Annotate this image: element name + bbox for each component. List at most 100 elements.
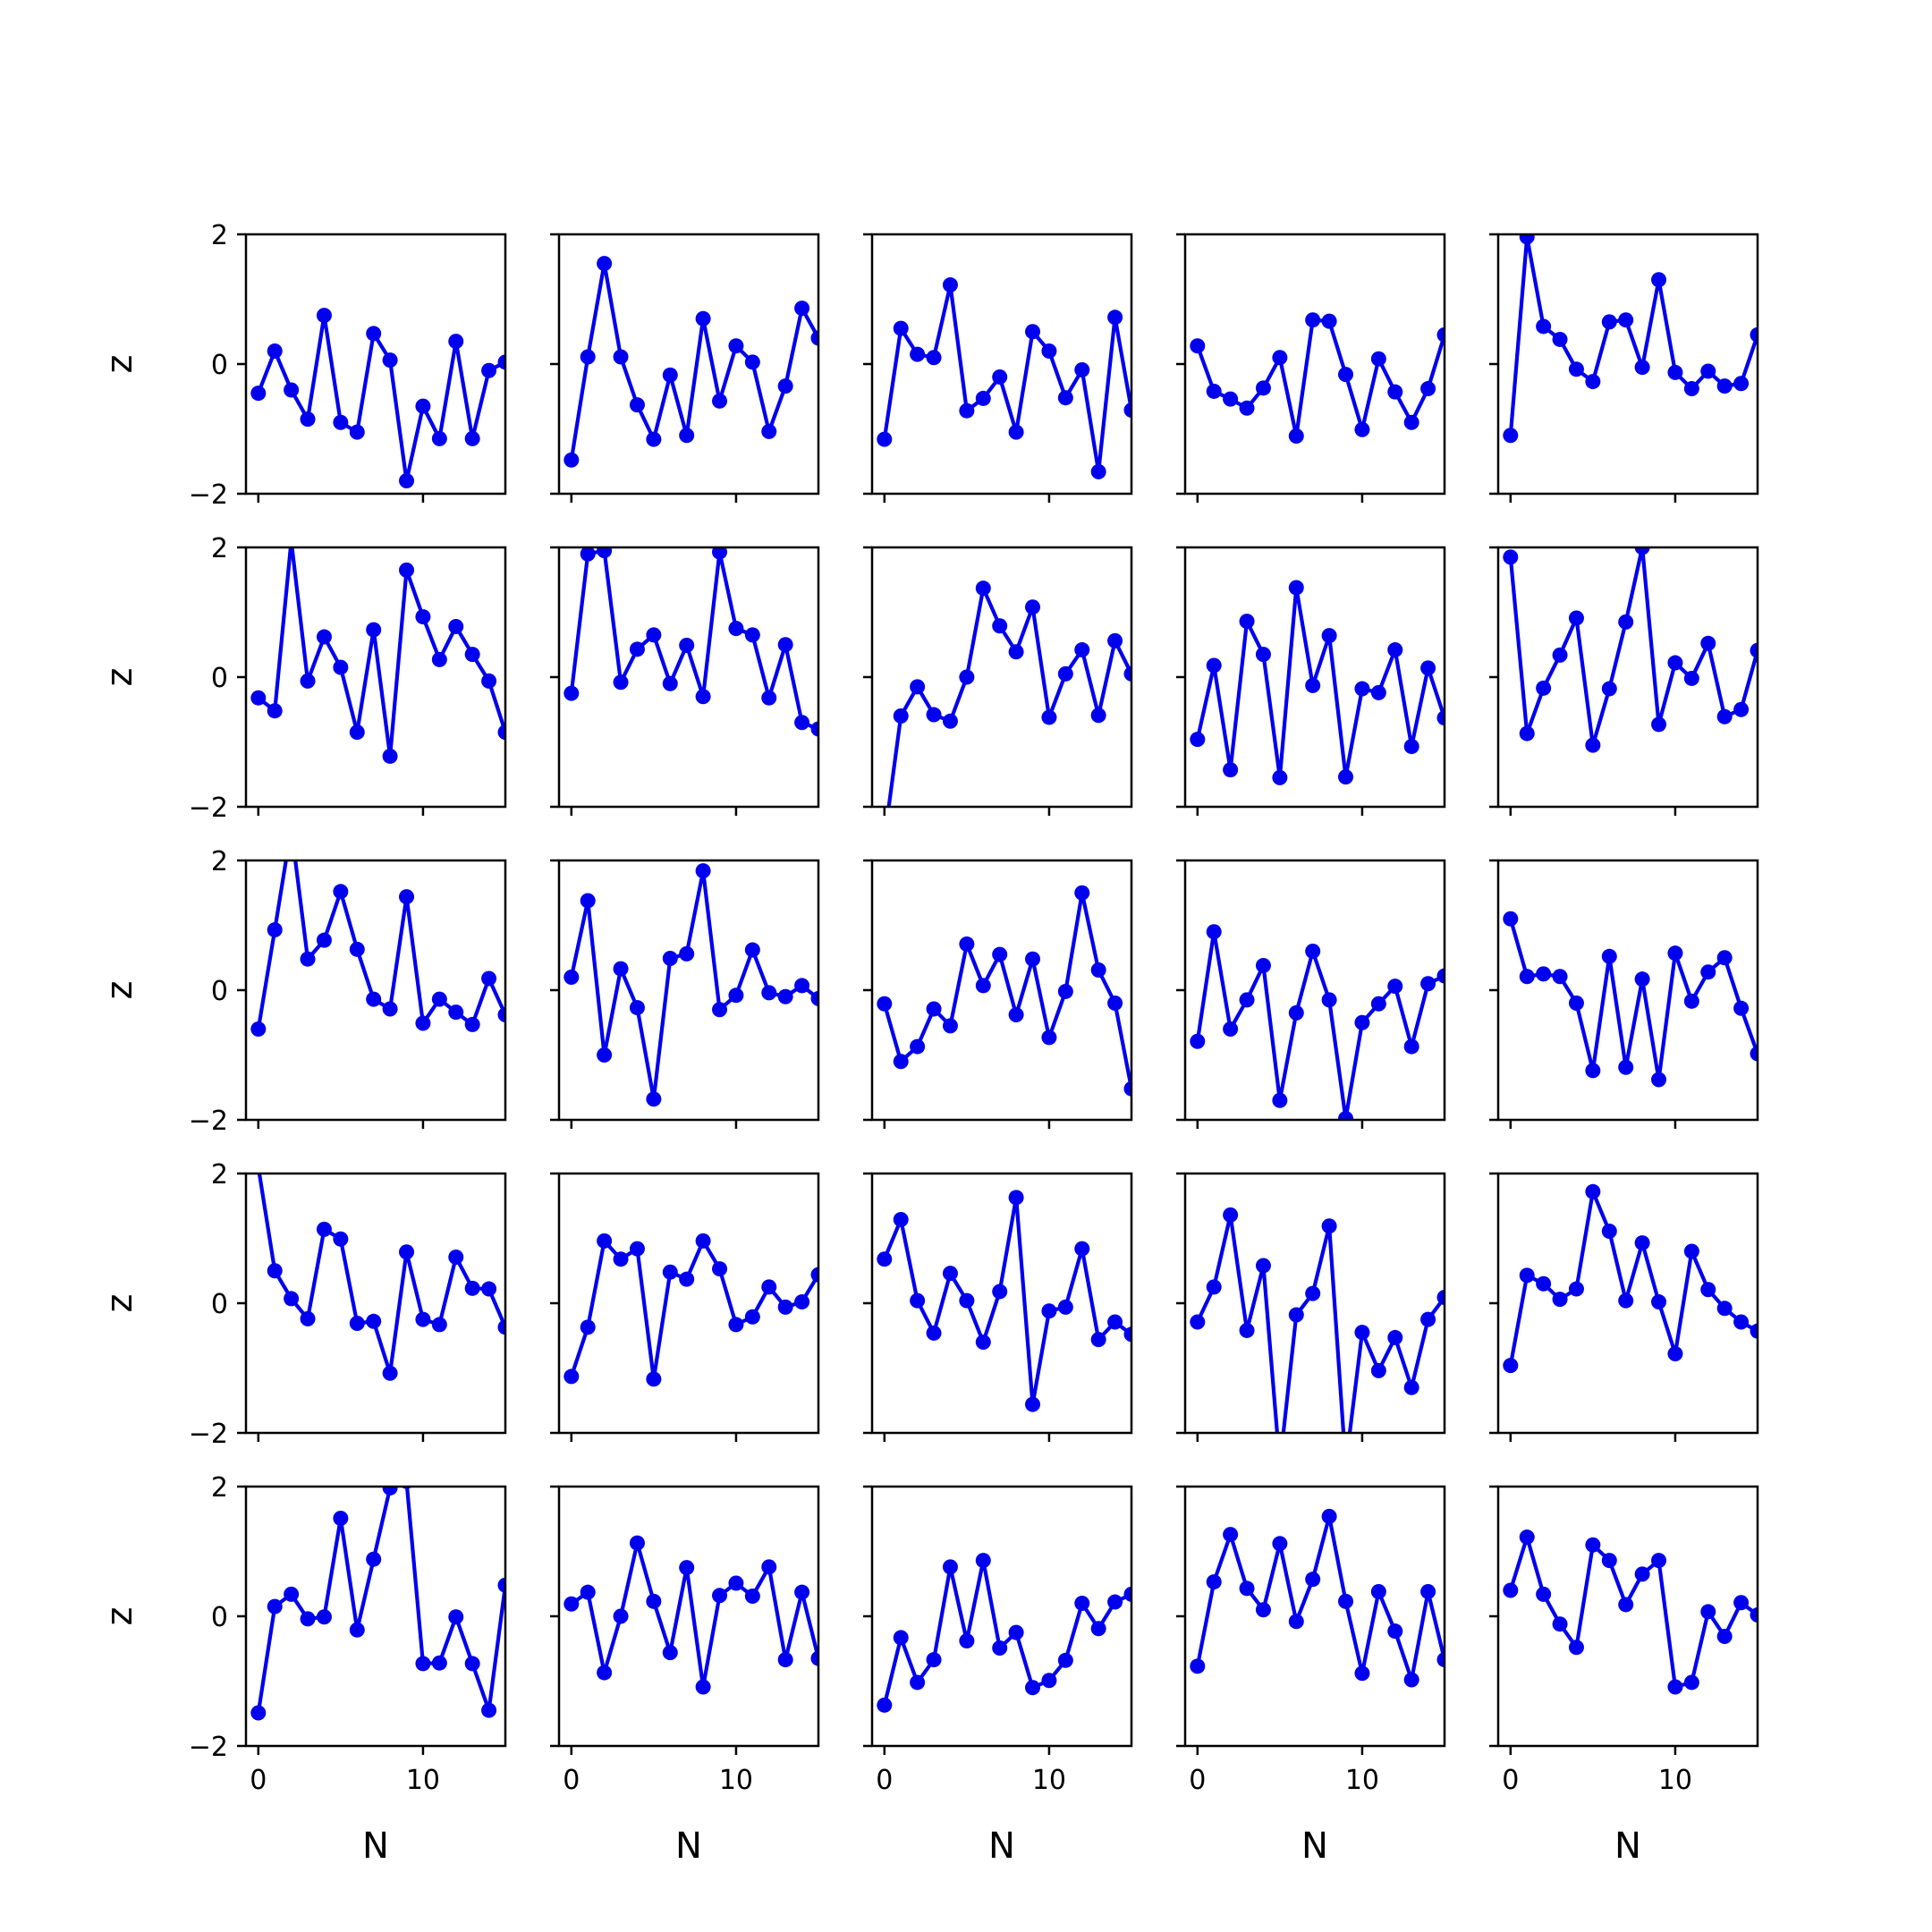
- data-point-4: [629, 397, 645, 413]
- data-point-1: [893, 1054, 909, 1070]
- data-point-13: [777, 637, 793, 653]
- data-point-4: [1255, 380, 1271, 396]
- data-point-8: [1321, 992, 1337, 1008]
- x-axis-label: N: [675, 1826, 702, 1867]
- data-point-11: [1370, 1362, 1386, 1378]
- y-tick-label-2: 2: [211, 846, 228, 877]
- data-point-3: [613, 961, 629, 977]
- data-point-9: [1338, 1593, 1354, 1609]
- data-point-0: [1190, 338, 1206, 354]
- data-point-15: [1123, 402, 1131, 418]
- data-point-13: [1403, 414, 1419, 430]
- series-line: [886, 586, 1131, 807]
- data-point-5: [1272, 1092, 1288, 1108]
- data-point-9: [1651, 1072, 1667, 1088]
- series-line: [1508, 547, 1758, 748]
- data-point-10: [1354, 1665, 1370, 1682]
- data-point-8: [1321, 1508, 1337, 1524]
- data-point-11: [1057, 390, 1073, 406]
- data-point-11: [1370, 996, 1386, 1012]
- data-point-13: [1403, 1672, 1419, 1688]
- data-point-12: [1074, 1241, 1090, 1257]
- data-point-9: [1651, 1553, 1667, 1569]
- data-point-11: [744, 1309, 760, 1325]
- data-point-12: [448, 1609, 464, 1625]
- data-point-9: [1025, 1680, 1041, 1696]
- data-point-11: [431, 1655, 447, 1671]
- data-point-0: [1503, 1358, 1519, 1374]
- data-point-1: [267, 1263, 283, 1279]
- data-point-13: [1716, 378, 1733, 394]
- data-point-15: [1436, 968, 1445, 984]
- data-point-10: [1041, 709, 1057, 725]
- data-point-3: [1239, 614, 1255, 630]
- y-axis-label: z: [99, 1607, 140, 1626]
- series-line: [882, 891, 1131, 1089]
- x-axis-label: N: [1301, 1826, 1328, 1867]
- data-point-11: [1057, 665, 1073, 682]
- data-point-10: [1667, 655, 1683, 671]
- data-point-5: [333, 884, 349, 900]
- data-point-11: [1683, 1243, 1699, 1259]
- data-point-4: [1568, 1640, 1584, 1656]
- panel-plot-area: [1190, 924, 1445, 1120]
- data-point-5: [1585, 1063, 1601, 1079]
- data-point-0: [250, 1021, 267, 1037]
- data-point-8: [382, 1001, 398, 1017]
- data-point-0: [564, 1596, 580, 1612]
- data-point-10: [1354, 1325, 1370, 1341]
- data-point-14: [794, 1294, 810, 1310]
- data-point-13: [1090, 1621, 1106, 1637]
- x-tick-label-0: 0: [1502, 1765, 1519, 1796]
- data-point-9: [1651, 272, 1667, 288]
- data-point-9: [1025, 599, 1041, 615]
- data-point-10: [1667, 1346, 1683, 1362]
- data-point-12: [1700, 1604, 1716, 1620]
- data-point-2: [910, 346, 926, 362]
- data-point-2: [910, 1292, 926, 1309]
- data-point-11: [744, 354, 760, 370]
- panel-r4-c1: −2 0 2 z: [99, 1159, 507, 1450]
- series-line: [1195, 1213, 1445, 1433]
- data-point-5: [959, 1292, 975, 1309]
- panel-plot-area: [254, 1174, 505, 1381]
- data-point-15: [1436, 326, 1445, 343]
- y-axis-label: z: [99, 981, 140, 1000]
- data-point-13: [464, 1656, 480, 1672]
- data-point-5: [646, 1091, 662, 1107]
- data-point-9: [1651, 716, 1667, 733]
- data-point-13: [1403, 739, 1419, 755]
- data-point-3: [300, 1310, 316, 1326]
- data-point-14: [1733, 701, 1750, 717]
- data-point-15: [1750, 1323, 1758, 1339]
- x-tick-label-1: 10: [406, 1765, 440, 1796]
- x-tick-label-0: 0: [876, 1765, 893, 1796]
- data-point-3: [300, 673, 316, 689]
- data-point-11: [1683, 670, 1699, 686]
- panel-plot-area: [877, 885, 1131, 1097]
- data-point-0: [250, 1705, 267, 1721]
- data-point-14: [481, 1702, 497, 1718]
- data-point-8: [1321, 1218, 1337, 1234]
- data-point-13: [464, 1016, 480, 1032]
- data-point-8: [695, 689, 711, 705]
- panel-r1-c1: −2 0 2 z: [99, 220, 507, 511]
- data-point-7: [1618, 312, 1634, 328]
- data-point-10: [1041, 343, 1057, 359]
- data-point-0: [1503, 1582, 1519, 1598]
- data-point-3: [300, 1611, 316, 1627]
- data-point-4: [942, 277, 958, 293]
- data-point-5: [333, 1231, 349, 1247]
- data-point-0: [250, 690, 267, 706]
- data-point-2: [910, 1674, 926, 1690]
- data-point-3: [300, 411, 316, 428]
- data-point-7: [679, 637, 695, 653]
- data-point-3: [1552, 1292, 1568, 1308]
- data-point-9: [399, 473, 415, 488]
- panel-r2-c5: [1489, 546, 1759, 816]
- data-point-3: [613, 1251, 629, 1267]
- data-point-14: [1107, 632, 1123, 648]
- panel-plot-area: [564, 1233, 818, 1387]
- series-line: [1195, 585, 1445, 780]
- data-point-15: [810, 1267, 818, 1283]
